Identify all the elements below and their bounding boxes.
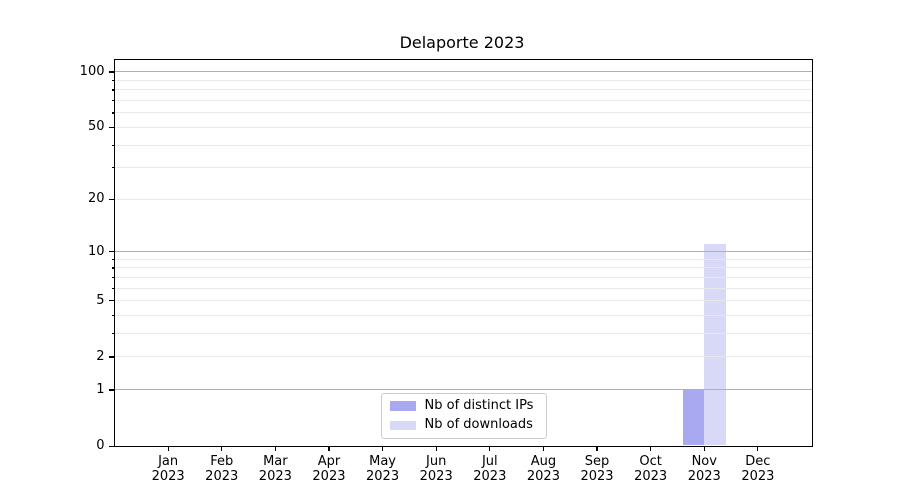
x-tick bbox=[650, 445, 652, 451]
y-tick-label: 0 bbox=[96, 438, 105, 453]
y-gridline-minor bbox=[114, 144, 812, 146]
y-gridline-minor bbox=[114, 100, 812, 102]
x-tick-label: Aug 2023 bbox=[526, 453, 560, 485]
x-tick-label: Feb 2023 bbox=[205, 453, 239, 485]
y-gridline-minor bbox=[114, 112, 812, 114]
y-gridline-minor bbox=[114, 356, 812, 358]
x-tick-label: Oct 2023 bbox=[634, 453, 668, 485]
x-tick bbox=[489, 445, 491, 451]
x-tick bbox=[167, 445, 169, 451]
x-tick bbox=[596, 445, 598, 451]
y-tick-label: 100 bbox=[79, 63, 105, 79]
x-tick-label: Apr 2023 bbox=[312, 453, 346, 485]
y-minor-tick bbox=[111, 167, 115, 169]
y-gridline-minor bbox=[114, 126, 812, 128]
legend-item-downloads: Nb of downloads bbox=[389, 417, 538, 434]
y-minor-tick bbox=[111, 79, 115, 82]
x-tick bbox=[221, 445, 223, 451]
y-gridline-major bbox=[114, 71, 812, 73]
y-gridline-minor bbox=[114, 79, 812, 81]
legend-swatch-downloads bbox=[389, 420, 416, 430]
y-gridline-minor bbox=[114, 287, 812, 289]
legend-swatch-distinct-ips bbox=[389, 401, 416, 411]
y-tick-label: 2 bbox=[96, 348, 105, 364]
y-gridline-minor bbox=[114, 333, 812, 335]
x-tick bbox=[274, 445, 276, 451]
x-tick-label: Dec 2023 bbox=[741, 453, 775, 485]
legend-label-distinct-ips: Nb of distinct IPs bbox=[424, 397, 534, 413]
y-minor-tick bbox=[111, 144, 115, 146]
legend-label-downloads: Nb of downloads bbox=[424, 417, 533, 433]
y-minor-tick bbox=[111, 276, 115, 279]
y-gridline-minor bbox=[114, 89, 812, 91]
plot-area: Dec 2023 Nov 2023 Oct 2023 Sep 2023 Aug 2023… bbox=[80, 58, 813, 484]
y-tick bbox=[108, 389, 115, 391]
chart-title: Delaporte 2023 bbox=[399, 33, 525, 52]
x-tick-label: Jul 2023 bbox=[473, 453, 507, 485]
legend-item-distinct-ips: Nb of distinct IPs bbox=[389, 397, 538, 415]
y-minor-tick bbox=[111, 287, 115, 289]
x-tick-label: Mar 2023 bbox=[258, 453, 292, 485]
y-tick-label: 50 bbox=[87, 119, 105, 135]
x-tick bbox=[328, 445, 330, 451]
y-tick-label: 5 bbox=[96, 292, 105, 308]
bar-downloads bbox=[704, 244, 726, 446]
y-gridline-minor bbox=[114, 258, 812, 260]
y-gridline-major bbox=[114, 251, 812, 253]
y-tick bbox=[108, 445, 115, 447]
y-minor-tick bbox=[111, 100, 115, 102]
x-tick-label: Nov 2023 bbox=[687, 453, 721, 485]
y-minor-tick bbox=[111, 267, 115, 269]
x-tick-label: Sep 2023 bbox=[580, 453, 614, 485]
y-minor-tick bbox=[111, 315, 115, 317]
y-gridline-minor bbox=[114, 198, 812, 200]
x-tick bbox=[435, 445, 437, 451]
y-minor-tick bbox=[111, 333, 115, 335]
x-tick bbox=[381, 445, 384, 451]
y-gridline-minor bbox=[114, 300, 812, 302]
legend: Nb of distinct IPs Nb of downloads bbox=[380, 392, 547, 439]
y-gridline-minor bbox=[114, 315, 812, 317]
x-tick-label: Jan 2023 bbox=[151, 453, 185, 485]
y-tick bbox=[108, 198, 115, 200]
y-tick-label: 20 bbox=[87, 191, 105, 207]
y-tick-label: 1 bbox=[96, 381, 105, 397]
y-tick bbox=[108, 126, 115, 129]
y-tick bbox=[108, 300, 115, 302]
x-tick-label: May 2023 bbox=[366, 453, 400, 485]
x-tick bbox=[757, 445, 759, 451]
x-tick bbox=[703, 445, 705, 451]
y-minor-tick bbox=[111, 89, 115, 91]
y-tick-label: 10 bbox=[87, 243, 105, 259]
y-gridline-minor bbox=[114, 267, 812, 269]
y-minor-tick bbox=[111, 112, 115, 114]
y-tick bbox=[108, 251, 115, 253]
y-gridline-major bbox=[114, 389, 812, 391]
y-gridline-minor bbox=[114, 167, 812, 169]
x-tick-label: Jun 2023 bbox=[419, 453, 453, 485]
y-minor-tick bbox=[111, 258, 115, 261]
bar-distinct-ips bbox=[682, 389, 705, 446]
x-tick bbox=[542, 445, 544, 451]
y-tick bbox=[108, 71, 115, 73]
y-tick bbox=[108, 356, 115, 358]
y-gridline-minor bbox=[114, 276, 812, 278]
